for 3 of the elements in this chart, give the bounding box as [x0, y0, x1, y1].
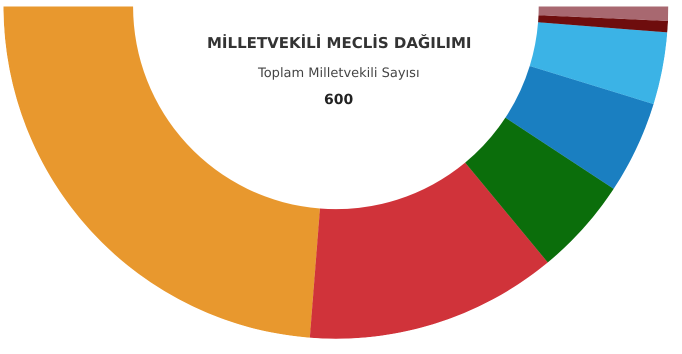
text: MİLLETVEKİLİ MECLİS DAĞILIMI	[207, 34, 472, 52]
text: Toplam Milletvekili Sayısı	[257, 66, 420, 81]
text: 600	[324, 92, 354, 108]
